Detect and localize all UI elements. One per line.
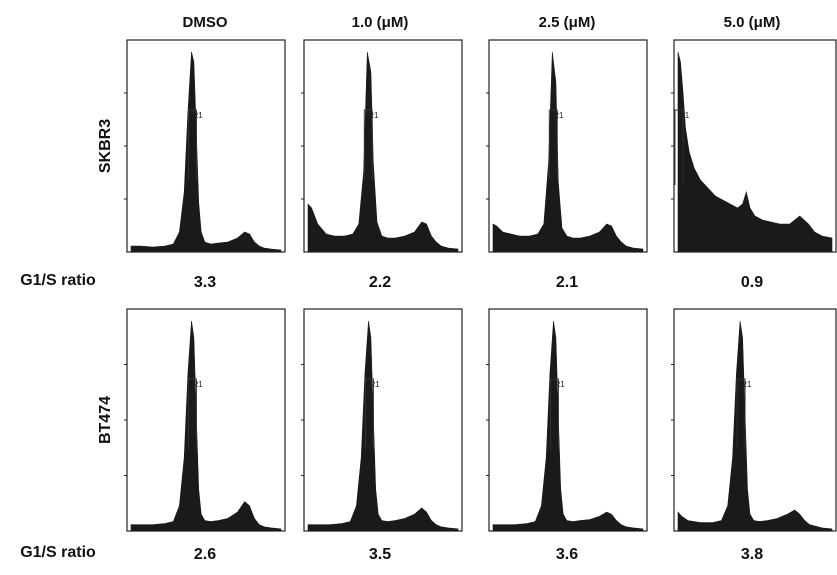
panel-skbr3-3: R1 <box>671 39 837 253</box>
histogram-area <box>492 51 644 253</box>
gate-r1-label: R1 <box>741 380 752 389</box>
gate-r1-label: R1 <box>368 111 379 120</box>
g1s-ratio-value: 3.6 <box>556 546 578 563</box>
panel-bt474-3: R1 <box>671 308 837 532</box>
panel-frame <box>488 308 648 532</box>
row-label-skbr3: SKBR3 <box>97 119 114 173</box>
histogram-area <box>307 51 459 253</box>
gate-r1-bracket <box>674 109 684 185</box>
histogram-area <box>130 51 282 253</box>
g1s-ratio-value: 2.1 <box>556 274 578 291</box>
panel-frame <box>488 39 648 253</box>
gate-r1-bracket <box>550 378 559 449</box>
g1s-ratio-value: 3.8 <box>741 546 763 563</box>
panel-skbr3-2: R1 <box>486 39 648 253</box>
gate-r1-bracket <box>365 378 374 449</box>
gate-r1-label: R1 <box>369 380 380 389</box>
column-header-0: DMSO <box>183 14 228 31</box>
panel-bt474-1: R1 <box>301 308 463 532</box>
panel-frame <box>126 308 286 532</box>
g1s-ratio-value: 0.9 <box>741 274 763 291</box>
gate-r1-label: R1 <box>553 111 564 120</box>
histogram-area <box>677 51 833 253</box>
panel-skbr3-1: R1 <box>301 39 463 253</box>
column-header-1: 1.0 (μM) <box>352 14 409 31</box>
panel-frame <box>303 308 463 532</box>
histogram-area <box>492 320 644 532</box>
gate-r1-label: R1 <box>192 111 203 120</box>
gate-r1-label: R1 <box>679 111 690 120</box>
gate-r1-label: R1 <box>192 380 203 389</box>
panel-frame <box>126 39 286 253</box>
panel-bt474-2: R1 <box>486 308 648 532</box>
g1s-ratio-value: 2.6 <box>194 546 216 563</box>
gate-r1-bracket <box>188 378 197 449</box>
gate-r1-bracket <box>363 109 373 180</box>
column-header-2: 2.5 (μM) <box>539 14 596 31</box>
histogram-area <box>307 320 459 532</box>
g1s-ratio-value: 3.5 <box>369 546 391 563</box>
gate-r1-bracket <box>548 109 558 180</box>
column-header-3: 5.0 (μM) <box>724 14 781 31</box>
panel-bt474-0: R1 <box>124 308 286 532</box>
panel-frame <box>303 39 463 253</box>
ratio-label-row-1: G1/S ratio <box>20 544 96 561</box>
gate-r1-label: R1 <box>554 380 565 389</box>
ratio-label-row-0: G1/S ratio <box>20 272 96 289</box>
histogram-area <box>130 320 282 532</box>
histogram-area <box>677 320 833 532</box>
panel-skbr3-0: R1 <box>124 39 286 253</box>
g1s-ratio-value: 2.2 <box>369 274 391 291</box>
panel-frame <box>673 308 837 532</box>
row-label-bt474: BT474 <box>97 396 114 444</box>
g1s-ratio-value: 3.3 <box>194 274 216 291</box>
gate-r1-bracket <box>188 109 197 180</box>
gate-r1-bracket <box>736 378 746 449</box>
